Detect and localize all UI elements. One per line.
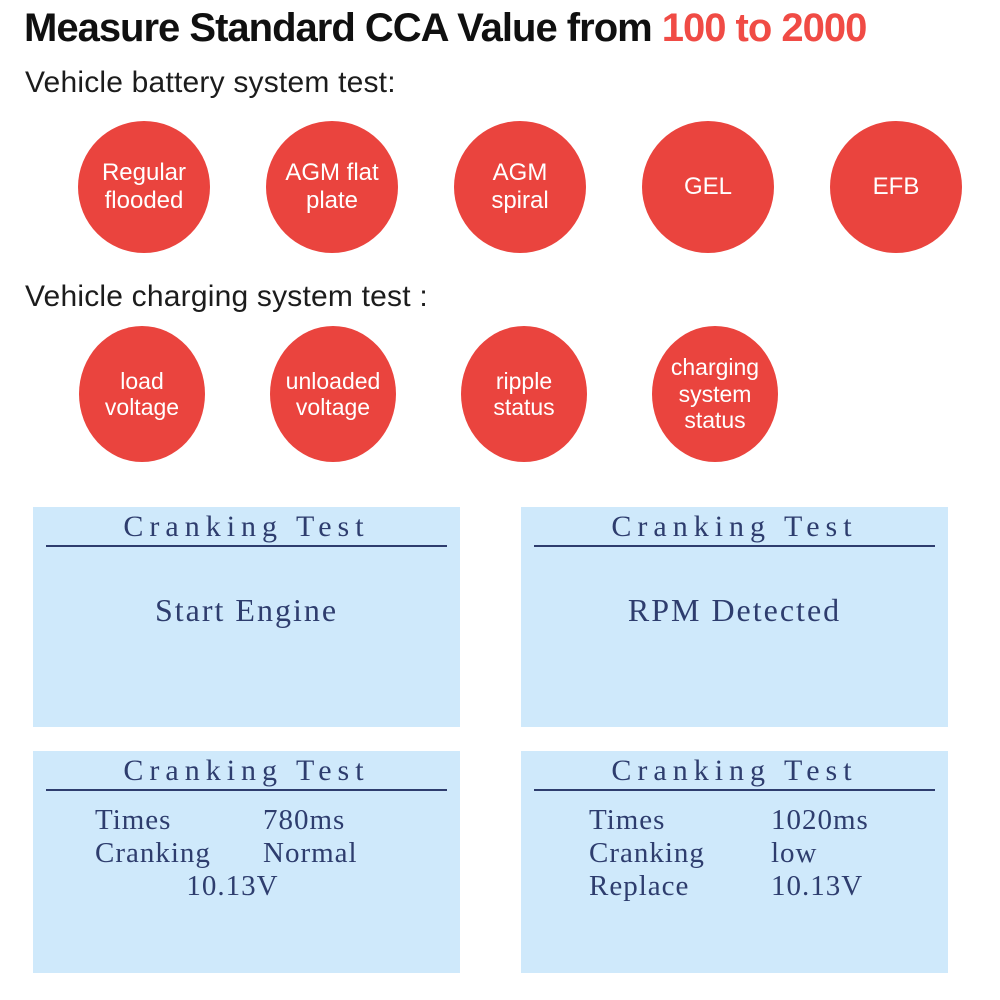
row-label: Cranking bbox=[589, 837, 705, 869]
bubble-label: charging system status bbox=[670, 354, 760, 434]
panel-message: Start Engine bbox=[154, 592, 339, 628]
battery-bubble-row: Regular flooded AGM flat plate AGM spira… bbox=[78, 121, 962, 253]
panel-readings: Times 1020ms Cranking low Replace 10.13V bbox=[521, 804, 948, 903]
row-label: Times bbox=[95, 804, 172, 836]
panel-divider bbox=[46, 789, 447, 791]
panel-row: Times 780ms bbox=[33, 804, 460, 837]
row-value: 10.13V bbox=[186, 870, 279, 902]
row-value: low bbox=[771, 837, 818, 869]
lcd-panel-start-engine: Cranking Test Start Engine bbox=[33, 507, 460, 727]
charging-section-heading: Vehicle charging system test : bbox=[25, 280, 428, 313]
bubble-label: unloaded voltage bbox=[285, 367, 381, 420]
panel-title: Cranking Test bbox=[611, 510, 858, 543]
panel-readings: Times 780ms Cranking Normal 10.13V bbox=[33, 804, 460, 903]
bubble-regular-flooded: Regular flooded bbox=[78, 121, 210, 253]
panel-row: 10.13V bbox=[33, 870, 460, 903]
bubble-efb: EFB bbox=[830, 121, 962, 253]
bubble-label: AGM spiral bbox=[491, 158, 549, 214]
row-value: 10.13V bbox=[771, 870, 864, 902]
row-value: 1020ms bbox=[771, 804, 869, 836]
panel-title: Cranking Test bbox=[123, 754, 370, 787]
lcd-panel-cranking-normal: Cranking Test Times 780ms Cranking Norma… bbox=[33, 751, 460, 973]
panel-title: Cranking Test bbox=[611, 754, 858, 787]
bubble-label: AGM flat plate bbox=[285, 158, 379, 214]
bubble-charging-system-status: charging system status bbox=[652, 326, 778, 462]
bubble-label: Regular flooded bbox=[101, 158, 187, 214]
panel-row: Cranking low bbox=[521, 837, 948, 870]
lcd-panel-cranking-low: Cranking Test Times 1020ms Cranking low … bbox=[521, 751, 948, 973]
charging-bubble-row: load voltage unloaded voltage ripple sta… bbox=[79, 326, 778, 462]
bubble-agm-flat-plate: AGM flat plate bbox=[266, 121, 398, 253]
panel-divider bbox=[534, 789, 935, 791]
bubble-label: ripple status bbox=[493, 367, 555, 420]
page-title-highlight: 100 to 2000 bbox=[661, 6, 868, 50]
row-value: 780ms bbox=[263, 804, 346, 836]
bubble-unloaded-voltage: unloaded voltage bbox=[270, 326, 396, 462]
panel-divider bbox=[534, 545, 935, 547]
bubble-ripple-status: ripple status bbox=[461, 326, 587, 462]
panel-message: RPM Detected bbox=[627, 592, 842, 628]
panel-row: Times 1020ms bbox=[521, 804, 948, 837]
row-label: Cranking bbox=[95, 837, 211, 869]
bubble-agm-spiral: AGM spiral bbox=[454, 121, 586, 253]
lcd-panel-rpm-detected: Cranking Test RPM Detected bbox=[521, 507, 948, 727]
bubble-load-voltage: load voltage bbox=[79, 326, 205, 462]
panel-row: Replace 10.13V bbox=[521, 870, 948, 903]
bubble-label: GEL bbox=[683, 172, 733, 200]
row-value: Normal bbox=[263, 837, 358, 869]
page-title-text: Measure Standard CCA Value from bbox=[24, 6, 653, 50]
row-label: Replace bbox=[589, 870, 690, 902]
bubble-gel: GEL bbox=[642, 121, 774, 253]
battery-section-heading: Vehicle battery system test: bbox=[25, 66, 396, 99]
panel-divider bbox=[46, 545, 447, 547]
panel-row: Cranking Normal bbox=[33, 837, 460, 870]
page-title: Measure Standard CCA Value from 100 to 20… bbox=[24, 2, 868, 54]
row-label: Times bbox=[589, 804, 666, 836]
bubble-label: EFB bbox=[872, 172, 920, 200]
bubble-label: load voltage bbox=[104, 367, 180, 420]
panel-title: Cranking Test bbox=[123, 510, 370, 543]
